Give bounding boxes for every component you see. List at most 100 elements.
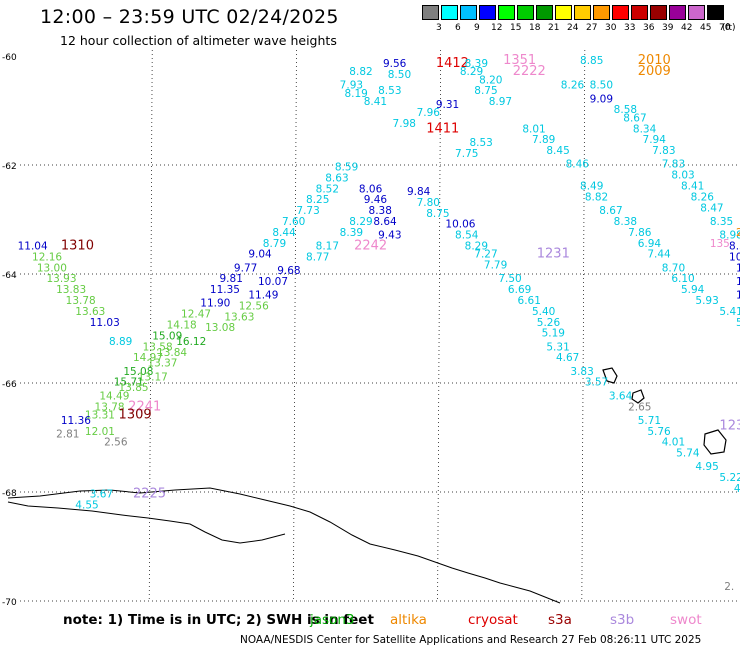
wave-height-label: 9.56 (383, 58, 407, 70)
wave-height-label: 7.83 (662, 159, 685, 171)
wave-height-label: 8.03 (671, 170, 694, 182)
latitude-tick-label: -64 (2, 271, 17, 281)
legend-swatch-10 (612, 5, 629, 20)
wave-height-label: 8.26 (561, 80, 585, 92)
wave-height-label: 8.89 (109, 336, 132, 348)
wave-height-label: 11.90 (200, 298, 230, 310)
wave-height-label: 12.16 (32, 251, 62, 263)
satellite-label-s3a: s3a (548, 612, 572, 628)
wave-height-label: 8.77 (306, 251, 329, 263)
wave-height-label: 7.86 (628, 227, 652, 239)
wave-height-label: 9.68 (277, 265, 300, 277)
legend-swatch-6 (536, 5, 553, 20)
wave-height-label: 8.58 (614, 104, 637, 116)
wave-height-label: 7.93 (340, 80, 363, 92)
wave-height-label: 8.49 (580, 181, 603, 193)
wave-height-label: 8.29 (349, 216, 372, 228)
island-shape (631, 389, 645, 404)
wave-height-label: 2241 (128, 399, 161, 414)
wave-height-label: 8.82 (349, 66, 372, 78)
wave-height-label: 11.04 (18, 240, 48, 252)
wave-height-label: 8.38 (369, 205, 392, 217)
latitude-tick-label: -60 (2, 53, 17, 63)
wave-height-label: 8.44 (272, 227, 296, 239)
wave-height-label: 5.26 (537, 317, 561, 329)
wave-height-label: 2009 (638, 64, 671, 79)
wave-height-label: 1310 (61, 238, 94, 253)
wave-height-label: 7.60 (282, 216, 305, 228)
wave-height-label: 7.89 (532, 134, 555, 146)
wave-height-label: 15.09 (152, 330, 182, 342)
wave-height-label: 8.50 (590, 80, 613, 92)
wave-height-label: 6.94 (638, 238, 662, 250)
wave-height-label: 2010 (638, 53, 671, 68)
latitude-tick-label: -68 (2, 489, 17, 499)
wave-height-label: 8.19 (344, 88, 367, 100)
wave-height-label: 13.31 (85, 409, 115, 421)
wave-height-label: 7.50 (498, 273, 521, 285)
wave-height-label: 13.63 (75, 306, 105, 318)
wave-height-label: 6.10 (671, 273, 694, 285)
legend-label-15: 70 (719, 23, 731, 33)
wave-height-label: 4.95 (695, 461, 718, 473)
wave-height-label: 5.94 (681, 284, 705, 296)
wave-height-label: 12.01 (85, 426, 115, 438)
graticule (20, 50, 740, 602)
wave-height-label: 8.82 (585, 191, 608, 203)
wave-height-label: 13.85 (119, 382, 149, 394)
wave-height-label: 9.43 (378, 230, 401, 242)
wave-height-label: 8.67 (623, 112, 646, 124)
wave-height-label: 13.78 (95, 401, 125, 413)
wave-height-label: 7.44 (647, 249, 671, 261)
wave-height-label: 14.49 (99, 390, 129, 402)
legend-swatch-0 (422, 5, 439, 20)
satellite-label-swot: swot (670, 612, 702, 628)
wave-height-label: 8.98 (719, 230, 740, 242)
meridian-line (581, 50, 586, 601)
wave-height-label: 3.67 (90, 488, 113, 500)
wave-height-label: 10.07 (258, 276, 288, 288)
wave-height-label: 1412 (436, 56, 469, 71)
wave-height-label: 8.35 (710, 216, 733, 228)
wave-height-label: 8.39 (465, 58, 488, 70)
legend-swatch-11 (631, 5, 648, 20)
wave-height-label: 10.06 (445, 219, 475, 231)
wave-height-label: 2225 (133, 486, 166, 501)
wave-height-label: 8.85 (580, 55, 603, 67)
wave-height-label: 1411 (426, 121, 459, 136)
legend-swatch-14 (688, 5, 705, 20)
wave-height-label: 8.64 (373, 216, 397, 228)
wave-height-label: 8.67 (599, 205, 622, 217)
wave-height-label: 4.55 (75, 499, 98, 511)
legend-swatch-9 (593, 5, 610, 20)
wave-height-label: 8.17 (316, 240, 339, 252)
wave-height-label: 5.41 (719, 306, 740, 318)
wave-height-label: 5.22 (719, 472, 740, 484)
wave-height-label: 13.08 (205, 322, 235, 334)
wave-height-label: 8.52 (316, 183, 339, 195)
wave-height-label: 2222 (513, 64, 546, 79)
wave-height-label: 9.31 (436, 99, 459, 111)
legend-label-7: 24 (567, 23, 579, 33)
satellite-label-jason3: jason3 (310, 612, 355, 628)
wave-height-label: 15.08 (123, 366, 153, 378)
wave-height-label: 8.54 (455, 230, 479, 242)
wave-height-label: 8.75 (426, 208, 449, 220)
legend-swatch-8 (574, 5, 591, 20)
wave-height-label: 11.36 (61, 415, 91, 427)
wave-height-label: 7.83 (652, 145, 675, 157)
satellite-label-altika: altika (390, 612, 427, 628)
coastline (7, 487, 561, 604)
footer-note: note: 1) Time is in UTC; 2) SWH is in fe… (63, 612, 374, 628)
wave-height-label: 11.49 (248, 290, 278, 302)
wave-height-label: 8.53 (378, 85, 401, 97)
wave-height-label: 12.47 (181, 309, 211, 321)
wave-height-label: 13.58 (143, 341, 173, 353)
wave-height-label: 13.83 (56, 284, 86, 296)
credit-line: NOAA/NESDIS Center for Satellite Applica… (240, 634, 702, 646)
legend-swatch-1 (441, 5, 458, 20)
wave-height-label: 8.75 (474, 85, 497, 97)
wave-height-label: 4.01 (662, 437, 685, 449)
wave-height-label: 5.5 (736, 317, 740, 329)
wave-height-label: 13.37 (147, 358, 177, 370)
